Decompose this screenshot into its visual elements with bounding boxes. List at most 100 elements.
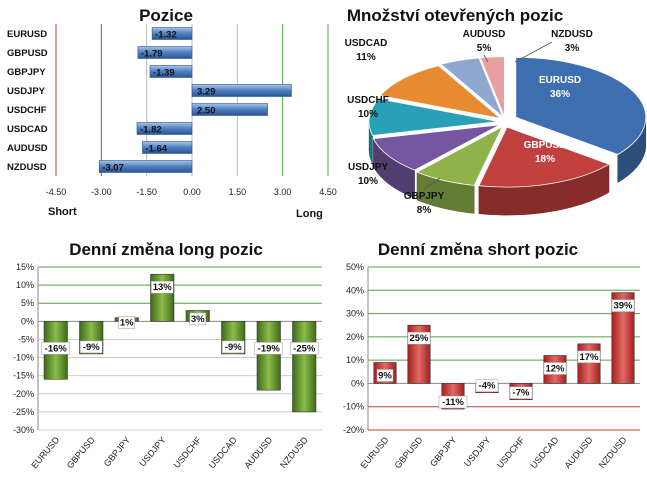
pie-slice (368, 98, 500, 136)
pie-slice (478, 126, 610, 188)
value-label: -16% (45, 343, 68, 354)
y-tick-label: 0% (21, 316, 34, 326)
category-label: USDCAD (7, 124, 48, 135)
leader-line (514, 41, 553, 63)
category-label: GBPJPY (428, 435, 458, 469)
slice-name-label: AUDUSD (463, 29, 506, 40)
category-label: AUDUSD (242, 434, 274, 470)
x-tick-label: -4.50 (46, 187, 67, 197)
category-label: EURUSD (7, 29, 47, 40)
change-bar (611, 292, 635, 384)
value-label-box (509, 386, 533, 399)
value-label: 1% (120, 318, 134, 329)
value-label: 25% (409, 333, 429, 344)
slice-name-label: GBPJPY (404, 191, 445, 202)
value-label: 13% (153, 282, 173, 293)
value-label: -7% (513, 388, 530, 399)
y-tick-label: 30% (346, 309, 364, 319)
value-label-box (543, 362, 567, 375)
value-label-box (475, 379, 499, 392)
y-tick-label: 40% (346, 285, 364, 295)
value-label: 2.50 (197, 106, 216, 117)
value-label-box (80, 340, 103, 354)
category-label: USDCHF (7, 105, 47, 116)
value-label: -25% (293, 343, 316, 354)
category-label: GBPUSD (65, 434, 97, 470)
value-label-box (151, 280, 174, 294)
y-tick-label: -30% (13, 425, 34, 435)
position-bar (149, 65, 193, 78)
category-label: USDCHF (495, 434, 527, 470)
category-label: EURUSD (358, 434, 390, 470)
pie-slice (515, 56, 647, 155)
value-label: 3.29 (197, 87, 216, 98)
value-label-box (290, 342, 319, 355)
daily-short-chart: Denní změna short pozic 50% 40% 30% 20% 10% 0… (343, 240, 640, 470)
category-label: USDCAD (207, 434, 239, 470)
pie-slice (379, 65, 502, 120)
value-label-box (254, 342, 283, 355)
category-label: GBPJPY (7, 67, 46, 78)
pie-slice (479, 56, 505, 117)
y-tick-label: -15% (13, 371, 34, 381)
slice-pct-label: 18% (535, 154, 555, 165)
value-label: -1.79 (141, 49, 163, 60)
category-label: USDJPY (7, 86, 46, 97)
value-label-box (189, 312, 206, 326)
slice-name-label: USDCHF (347, 95, 389, 106)
y-tick-label: 0% (351, 378, 364, 388)
open-positions-chart: Množství otevřených pozic EURUSD 36% GBPUS… (345, 6, 647, 216)
leader-line (423, 177, 441, 190)
pie-slice (416, 125, 504, 186)
category-label: NZDUSD (597, 434, 629, 470)
pie-slice (372, 124, 501, 171)
value-label: -1.82 (140, 125, 162, 136)
category-label: GBPUSD (7, 48, 48, 59)
daily-long-chart: Denní změna long pozic 15% 10% 5% 0% -5% -10%… (13, 240, 322, 470)
category-label: USDCHF (172, 434, 204, 470)
x-tick-label: 3.00 (274, 187, 292, 197)
y-tick-label: 10% (346, 355, 364, 365)
y-tick-label: -10% (343, 402, 364, 412)
category-label: AUDUSD (7, 143, 48, 154)
category-label: USDJPY (462, 435, 492, 469)
value-label: -11% (442, 397, 464, 408)
value-label-box (407, 331, 431, 345)
value-label: 3% (191, 314, 205, 325)
value-label: 9% (378, 370, 392, 381)
positions-chart: Pozice EURUSD -1.32 GBPUSD -1.79 GBPJPY -1.39… (7, 6, 337, 220)
y-tick-label: -10% (13, 353, 34, 363)
slice-pct-label: 11% (356, 52, 376, 63)
position-bar (191, 84, 292, 97)
change-bar (256, 321, 281, 391)
category-label: EURUSD (29, 434, 61, 470)
position-bar (137, 46, 193, 59)
x-tick-label: -1.50 (136, 187, 157, 197)
slice-name-label: NZDUSD (551, 29, 593, 40)
y-tick-label: 20% (346, 332, 364, 342)
short-label: Short (48, 206, 77, 218)
value-label-box (611, 299, 635, 312)
y-tick-label: -25% (13, 407, 34, 417)
x-tick-label: -3.00 (91, 187, 112, 197)
daily-long-title: Denní změna long pozic (69, 240, 263, 259)
slice-pct-label: 5% (477, 43, 492, 54)
change-bar (577, 343, 601, 384)
value-label-box (118, 316, 135, 329)
slice-name-label: USDCAD (345, 38, 388, 49)
value-label-box (438, 395, 468, 409)
value-label: -1.64 (145, 144, 167, 155)
value-label: -1.39 (153, 68, 175, 79)
position-bar (136, 122, 193, 135)
category-label: AUDUSD (562, 434, 594, 470)
position-bar (151, 27, 193, 40)
value-label: 39% (613, 301, 633, 312)
value-label: -3.07 (102, 163, 124, 174)
y-tick-label: 15% (16, 262, 34, 272)
x-tick-label: 0.00 (183, 187, 201, 197)
slice-pct-label: 8% (417, 205, 432, 216)
value-label: -1.32 (155, 30, 177, 41)
y-tick-label: 50% (346, 262, 364, 272)
slice-pct-label: 36% (550, 89, 570, 100)
category-label: USDCAD (528, 434, 560, 470)
